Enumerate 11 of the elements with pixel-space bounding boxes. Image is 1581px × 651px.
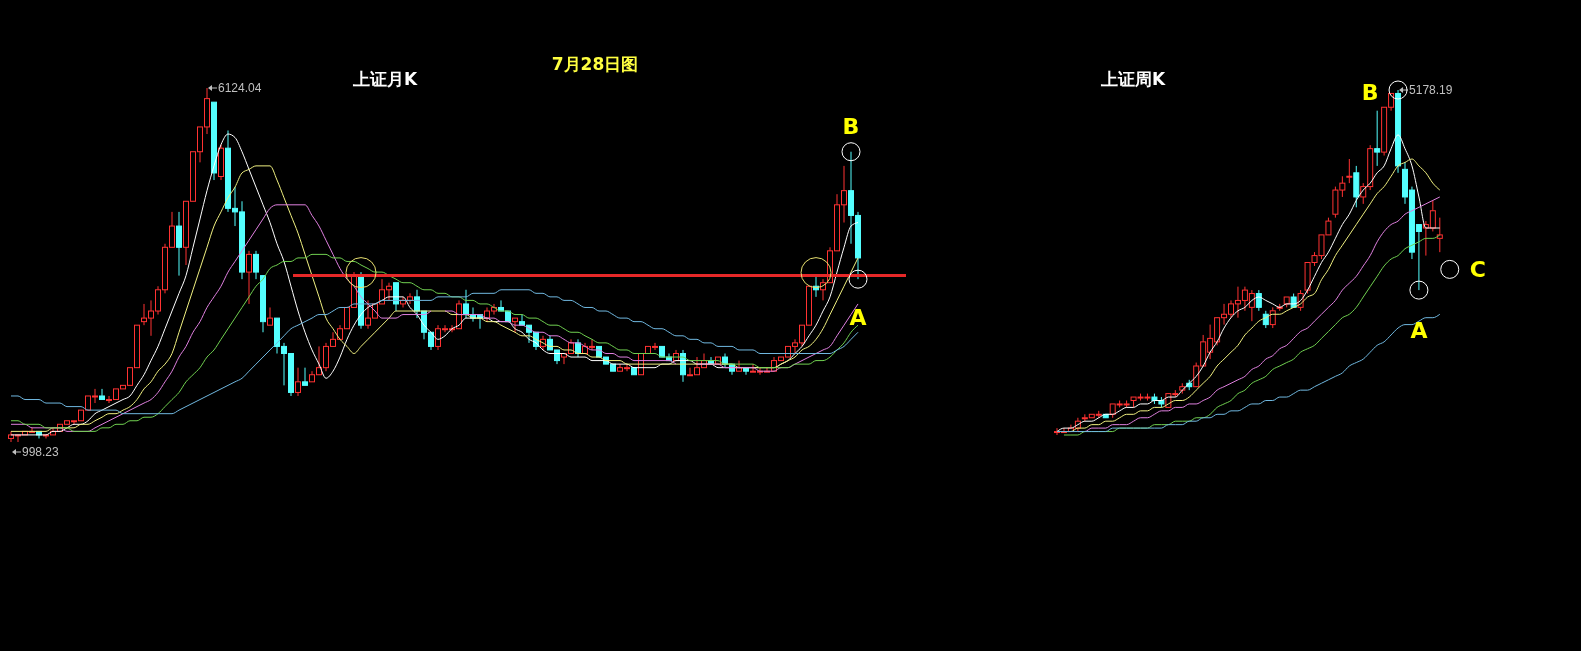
annotation: 6124.04 xyxy=(218,81,262,95)
annotation: A xyxy=(849,305,867,331)
text: 998.23 xyxy=(22,445,60,459)
chart-subtitle: 7月28日图 xyxy=(551,54,639,74)
annotation: B xyxy=(1361,80,1379,105)
annotation: A xyxy=(1410,318,1428,344)
chart-title: 上证月K xyxy=(351,69,418,89)
chart-title: 上证周K xyxy=(1099,69,1166,89)
annotation: 5178.19 xyxy=(1409,83,1453,97)
annotation: B xyxy=(842,113,860,139)
text: C xyxy=(1469,257,1486,283)
